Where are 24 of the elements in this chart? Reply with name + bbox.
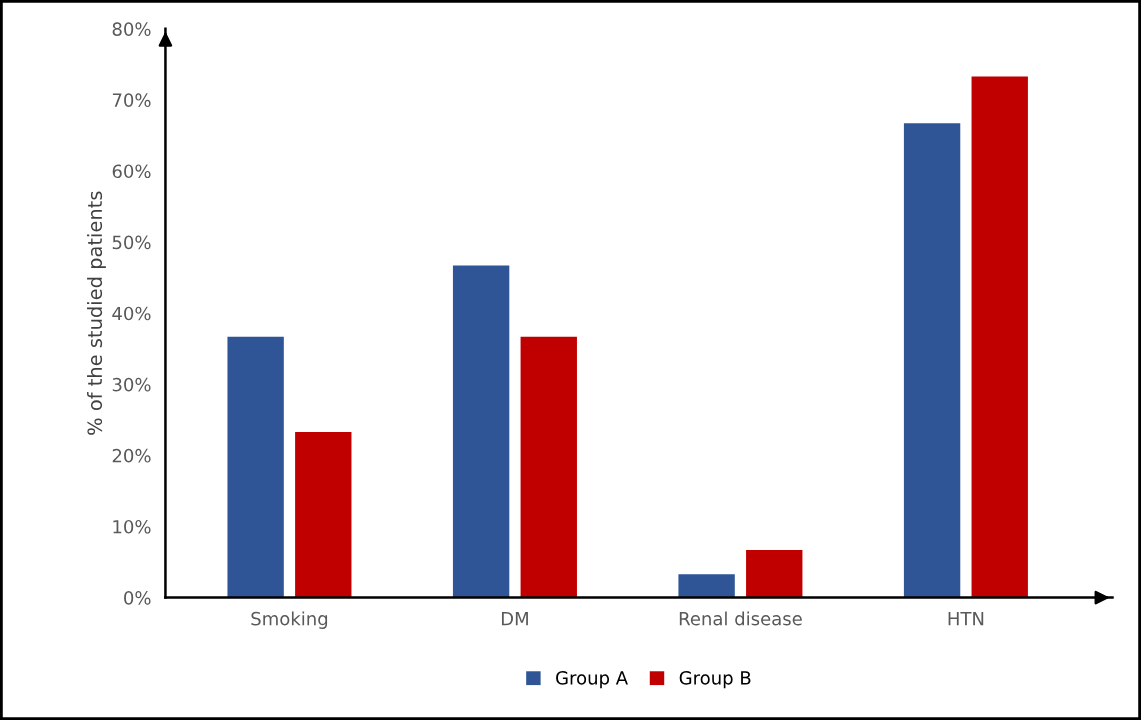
bar <box>295 431 352 598</box>
y-tick-label: 0% <box>124 591 151 605</box>
y-tick-label: 20% <box>112 448 151 463</box>
x-tick-label: Renal disease <box>679 611 802 626</box>
bar <box>452 265 510 598</box>
y-tick-label: 30% <box>112 377 151 392</box>
y-tick-label: 70% <box>112 93 151 108</box>
x-tick-label: HTN <box>948 612 984 626</box>
y-tick-label: 10% <box>113 519 151 534</box>
legend-label: Group B <box>679 671 751 689</box>
legend-label: Group A <box>556 671 628 689</box>
bar <box>903 123 961 598</box>
x-tick-label: Smoking <box>251 611 328 629</box>
y-tick-label: 40% <box>112 306 151 321</box>
y-axis-title: % of the studied patients <box>87 191 106 435</box>
x-tick-label: DM <box>501 612 528 626</box>
bar <box>971 76 1028 598</box>
y-tick-label: 60% <box>112 164 151 179</box>
y-tick-label: 50% <box>112 235 151 250</box>
bar <box>227 336 284 598</box>
bar <box>520 336 577 598</box>
bar <box>746 549 803 598</box>
y-tick-label: 80% <box>112 22 151 36</box>
bar <box>678 574 735 598</box>
